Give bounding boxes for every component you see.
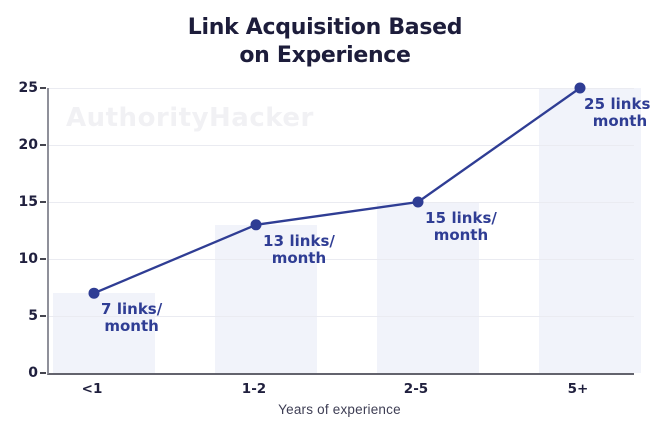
gridline-y25	[49, 88, 634, 89]
background-bar-2-5	[377, 202, 479, 373]
point-label-value: 25	[584, 95, 606, 113]
plot-area: 7 links/month 13 links/month 15 links/mont…	[47, 82, 650, 375]
gridline-y10	[49, 259, 634, 260]
x-tick-label-2-5: 2-5	[403, 381, 429, 397]
y-tick-label-10: 10	[18, 251, 38, 267]
point-label-1-2: 13 links/month	[263, 231, 335, 267]
y-tick-mark-5	[40, 315, 46, 317]
y-tick-mark-15	[40, 201, 46, 203]
chart-title-line2: on Experience	[239, 43, 411, 69]
background-bar-<1	[53, 293, 155, 373]
data-point-2-5	[412, 196, 424, 208]
point-label-5+: 25 links/month	[584, 95, 650, 130]
point-label-<1: 7 links/month	[101, 300, 163, 335]
point-label-2-5: 15 links/month	[425, 209, 497, 244]
x-tick-label-1-2: 1-2	[241, 381, 267, 397]
gridline-y20	[49, 145, 634, 146]
line-series	[88, 82, 586, 299]
x-tick-label-<1: <1	[81, 381, 103, 397]
y-tick-mark-25	[40, 87, 46, 89]
chart-title: Link Acquisition Based on Experience	[0, 14, 650, 70]
background-bar-1-2	[215, 224, 317, 373]
gridline-y15	[49, 202, 634, 203]
y-tick-label-15: 15	[18, 194, 38, 210]
background-bar-5+	[539, 88, 641, 373]
data-point-5+	[574, 82, 586, 94]
y-tick-mark-20	[40, 144, 46, 146]
y-tick-label-25: 25	[18, 80, 38, 96]
x-axis-title: Years of experience	[278, 402, 401, 417]
y-tick-label-20: 20	[18, 137, 38, 153]
gridline-y5	[49, 316, 634, 317]
y-tick-mark-10	[40, 258, 46, 260]
point-label-value: 15	[425, 209, 447, 227]
point-label-value: 13	[263, 231, 285, 250]
point-label-value: 7	[101, 300, 112, 319]
y-tick-mark-0	[40, 372, 46, 374]
chart-title-line1: Link Acquisition Based	[187, 15, 463, 40]
x-tick-label-5+: 5+	[567, 381, 589, 397]
y-tick-label-5: 5	[28, 308, 38, 324]
data-point-<1	[88, 287, 100, 299]
data-point-1-2	[250, 219, 262, 231]
series-line	[93, 87, 581, 295]
watermark-logo: AuthorityHacker	[66, 103, 314, 133]
y-tick-label-0: 0	[28, 365, 38, 381]
